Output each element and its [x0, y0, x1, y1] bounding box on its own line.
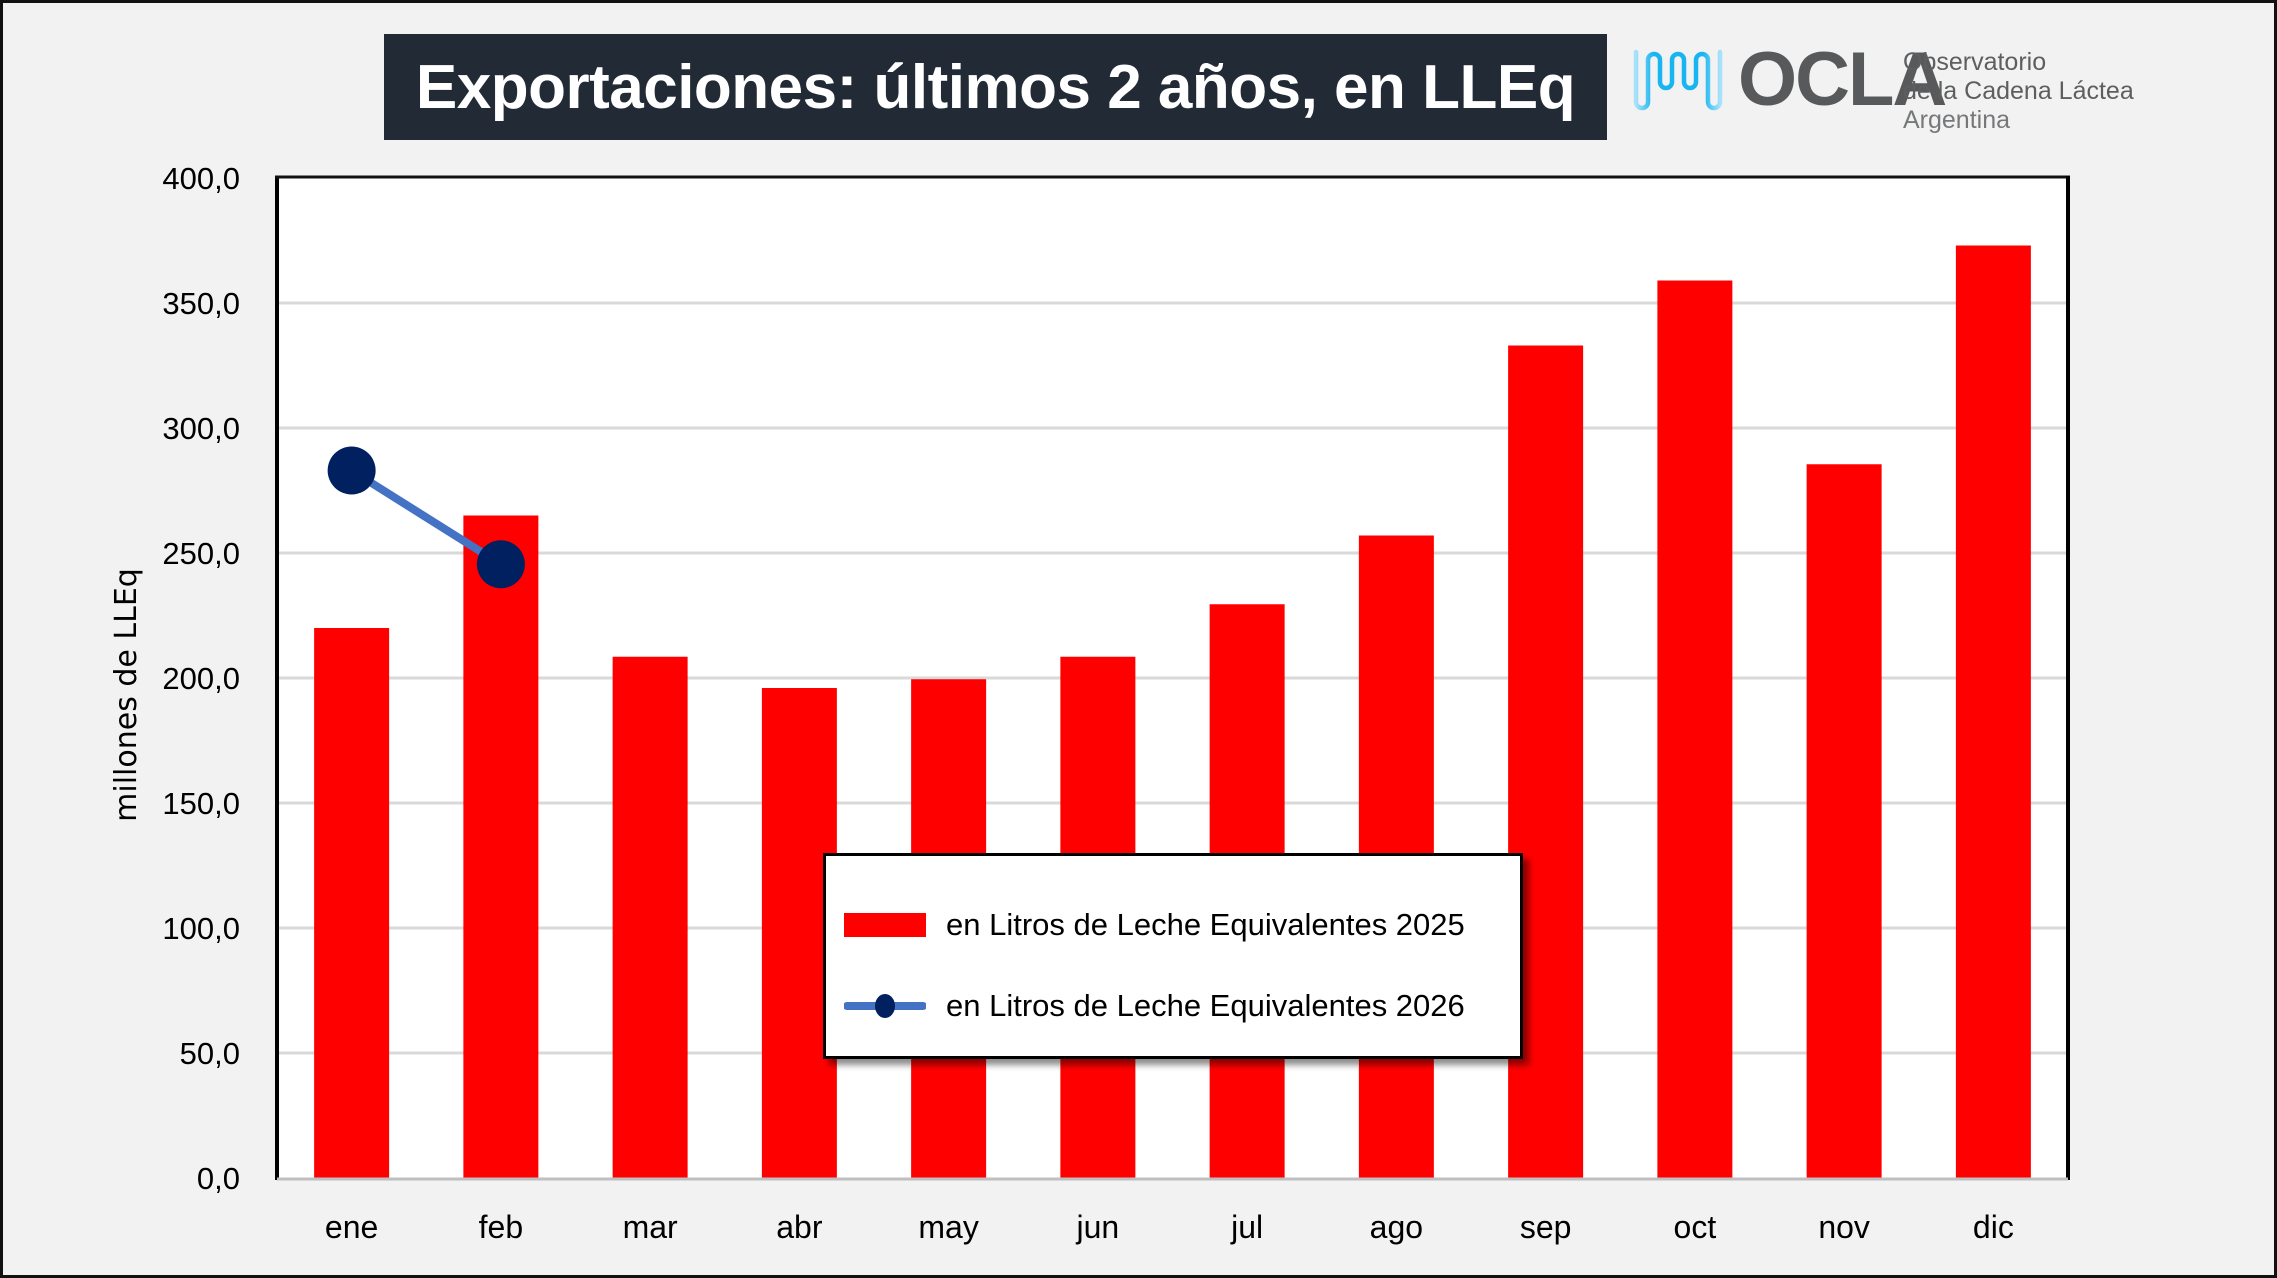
title-banner: Exportaciones: últimos 2 años, en LLEq	[384, 34, 1607, 140]
chart-title: Exportaciones: últimos 2 años, en LLEq	[415, 52, 1576, 122]
milk-wave-icon	[1633, 49, 1723, 111]
y-tick-label: 250,0	[162, 536, 240, 571]
y-axis-label: millones de LLEq	[109, 568, 144, 822]
y-tick-label: 350,0	[162, 286, 240, 321]
x-tick-label: jul	[1230, 1209, 1263, 1245]
bar-2025-nov	[1806, 464, 1882, 1178]
line-2026	[327, 446, 525, 589]
legend-item-2026: en Litros de Leche Equivalentes 2026	[844, 981, 1465, 1031]
x-tick-label: may	[918, 1209, 978, 1245]
bar-2025-ene	[314, 628, 390, 1178]
logo-line-3: Argentina	[1903, 106, 2011, 134]
y-tick-label: 100,0	[162, 911, 240, 946]
logo-subtitle: Observatorio de la Cadena Láctea Argenti…	[1903, 48, 2134, 135]
y-tick-label: 400,0	[162, 161, 240, 196]
legend: en Litros de Leche Equivalentes 2025 en …	[823, 853, 1523, 1059]
x-tick-label: ago	[1370, 1209, 1423, 1245]
x-tick-label: abr	[776, 1209, 823, 1245]
legend-swatch-line	[844, 994, 926, 1018]
y-tick-label: 0,0	[197, 1161, 240, 1196]
bar-2025-feb	[463, 515, 539, 1178]
bar-2025-oct	[1657, 280, 1733, 1178]
legend-label-2025: en Litros de Leche Equivalentes 2025	[946, 907, 1465, 942]
x-axis-labels: ene feb mar abr may jun jul ago sep oct nov dic	[325, 1209, 2014, 1245]
x-tick-label: oct	[1674, 1209, 1717, 1245]
marker-2026-ene	[327, 446, 376, 495]
logo-wordmark: OCLA	[1738, 37, 1947, 122]
legend-item-2025: en Litros de Leche Equivalentes 2025	[844, 900, 1465, 950]
x-tick-label: sep	[1520, 1209, 1572, 1245]
legend-swatch-bar	[844, 913, 926, 937]
series-line-2026	[349, 467, 504, 568]
ocla-logo: OCLA Observatorio de la Cadena Láctea Ar…	[1630, 40, 2150, 150]
y-axis-ticks: 0,0 50,0 100,0 150,0 200,0 250,0 300,0 350,0 400…	[162, 161, 240, 1196]
x-tick-label: dic	[1973, 1209, 2014, 1245]
logo-line-2: de la Cadena Láctea	[1903, 77, 2134, 105]
logo-line-1: Observatorio	[1903, 48, 2047, 76]
legend-label-2026: en Litros de Leche Equivalentes 2026	[946, 988, 1465, 1023]
y-tick-label: 150,0	[162, 786, 240, 821]
x-tick-label: feb	[479, 1209, 523, 1245]
bar-2025-dic	[1955, 245, 2031, 1178]
y-tick-label: 300,0	[162, 411, 240, 446]
y-tick-label: 200,0	[162, 661, 240, 696]
x-tick-label: mar	[623, 1209, 678, 1245]
bar-2025-mar	[612, 656, 688, 1178]
x-tick-label: jun	[1076, 1209, 1120, 1245]
x-tick-label: ene	[325, 1209, 378, 1245]
x-tick-label: nov	[1818, 1209, 1870, 1245]
marker-2026-feb	[476, 540, 525, 589]
y-tick-label: 50,0	[180, 1036, 240, 1071]
